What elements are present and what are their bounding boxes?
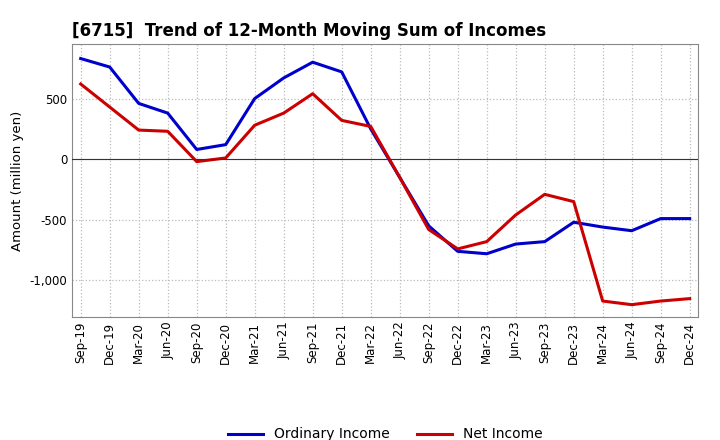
Ordinary Income [685, 216, 694, 221]
Ordinary Income [76, 56, 85, 61]
Net Income [338, 118, 346, 123]
Ordinary Income [657, 216, 665, 221]
Ordinary Income [541, 239, 549, 244]
Net Income [308, 91, 317, 96]
Ordinary Income [627, 228, 636, 233]
Ordinary Income [454, 249, 462, 254]
Ordinary Income [279, 75, 288, 81]
Net Income [541, 192, 549, 197]
Ordinary Income [338, 69, 346, 74]
Y-axis label: Amount (million yen): Amount (million yen) [11, 110, 24, 250]
Net Income [221, 155, 230, 161]
Net Income [366, 124, 375, 129]
Ordinary Income [105, 64, 114, 70]
Net Income [163, 128, 172, 134]
Net Income [454, 246, 462, 252]
Ordinary Income [570, 220, 578, 225]
Net Income [76, 81, 85, 87]
Ordinary Income [163, 110, 172, 116]
Ordinary Income [598, 224, 607, 230]
Ordinary Income [366, 126, 375, 132]
Ordinary Income [511, 242, 520, 247]
Net Income [135, 128, 143, 133]
Net Income [511, 213, 520, 218]
Ordinary Income [192, 147, 201, 152]
Net Income [279, 110, 288, 116]
Ordinary Income [482, 251, 491, 257]
Net Income [424, 227, 433, 232]
Ordinary Income [395, 175, 404, 180]
Net Income [598, 298, 607, 304]
Ordinary Income [135, 101, 143, 106]
Net Income [105, 104, 114, 110]
Legend: Ordinary Income, Net Income: Ordinary Income, Net Income [228, 427, 543, 440]
Ordinary Income [221, 142, 230, 147]
Ordinary Income [424, 223, 433, 228]
Net Income [570, 199, 578, 204]
Net Income [395, 175, 404, 180]
Net Income [685, 296, 694, 301]
Net Income [627, 302, 636, 307]
Net Income [192, 159, 201, 164]
Ordinary Income [251, 96, 259, 101]
Line: Ordinary Income: Ordinary Income [81, 59, 690, 254]
Net Income [482, 239, 491, 244]
Ordinary Income [308, 59, 317, 65]
Text: [6715]  Trend of 12-Month Moving Sum of Incomes: [6715] Trend of 12-Month Moving Sum of I… [72, 22, 546, 40]
Net Income [657, 298, 665, 304]
Line: Net Income: Net Income [81, 84, 690, 304]
Net Income [251, 123, 259, 128]
